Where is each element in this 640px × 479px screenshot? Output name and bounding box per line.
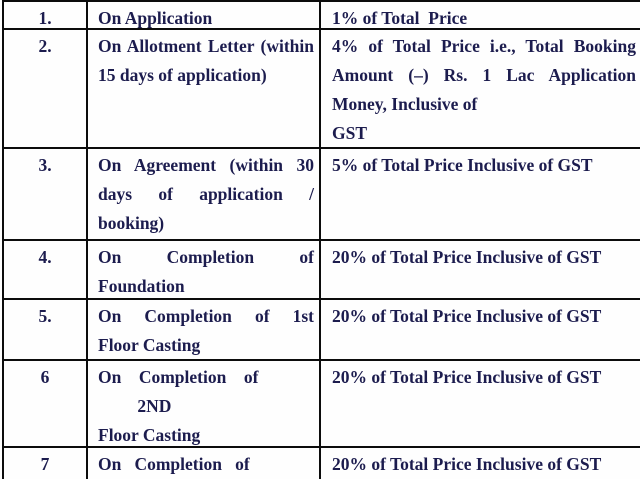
milestone-line: On Completion of xyxy=(98,454,250,474)
milestone-line: On Agreement (within 30 xyxy=(98,155,314,175)
table-row: 5. On Completion of 1st Floor Casting 20% o… xyxy=(4,300,640,361)
payment-line: 20% of Total Price Inclusive of GST xyxy=(332,454,602,474)
milestone-cell: On Completion of 2ND Floor Casting xyxy=(88,361,321,446)
table-row: 1. On Application 1% of Total Price xyxy=(4,2,640,30)
serial-cell: 2. xyxy=(4,30,88,147)
milestone-cell: On Application xyxy=(88,2,321,28)
milestone-cell: On Completion of xyxy=(88,448,321,479)
milestone-line: Floor Casting xyxy=(98,425,201,445)
serial-cell: 6 xyxy=(4,361,88,446)
milestone-line: days of application / xyxy=(98,184,314,204)
milestone-cell: On Allotment Letter (within 15 days of ap… xyxy=(88,30,321,147)
table-row: 4. On Completion of Foundation 20% of Total… xyxy=(4,241,640,300)
milestone-line: 2ND xyxy=(98,396,172,416)
payment-line: 1% of Total Price xyxy=(332,8,468,28)
payment-line: Money, Inclusive of xyxy=(332,94,478,114)
serial-cell: 5. xyxy=(4,300,88,359)
serial-cell: 1. xyxy=(4,2,88,28)
milestone-cell: On Completion of 1st Floor Casting xyxy=(88,300,321,359)
payment-cell: 20% of Total Price Inclusive of GST xyxy=(321,300,640,359)
payment-line: GST xyxy=(332,123,368,143)
serial-number: 1. xyxy=(38,8,52,28)
milestone-line: Foundation xyxy=(98,276,185,296)
milestone-line: 15 days of application) xyxy=(98,65,267,85)
payment-cell: 20% of Total Price Inclusive of GST xyxy=(321,448,640,479)
milestone-line: On Allotment Letter (within xyxy=(98,36,314,56)
milestone-line: On Completion of xyxy=(98,367,259,387)
serial-number: 2. xyxy=(38,36,52,56)
milestone-line: On Completion of xyxy=(98,247,314,267)
payment-cell: 5% of Total Price Inclusive of GST xyxy=(321,149,640,239)
payment-cell: 4% of Total Price i.e., Total Booking Amo… xyxy=(321,30,640,147)
payment-cell: 1% of Total Price xyxy=(321,2,640,28)
serial-cell: 7 xyxy=(4,448,88,479)
table-row: 7 On Completion of 20% of Total Price Incl… xyxy=(4,448,640,479)
serial-number: 7 xyxy=(40,454,50,474)
payment-line: 4% of Total Price i.e., Total Booking xyxy=(332,36,636,56)
payment-line: 5% of Total Price Inclusive of GST xyxy=(332,155,593,175)
milestone-cell: On Agreement (within 30 days of applicati… xyxy=(88,149,321,239)
table-row: 6 On Completion of 2ND Floor Casting 20% of… xyxy=(4,361,640,448)
serial-cell: 3. xyxy=(4,149,88,239)
serial-number: 5. xyxy=(38,306,52,326)
serial-number: 3. xyxy=(38,155,52,175)
milestone-line: Floor Casting xyxy=(98,335,201,355)
serial-number: 6 xyxy=(40,367,50,387)
payment-line: 20% of Total Price Inclusive of GST xyxy=(332,247,602,267)
payment-line: 20% of Total Price Inclusive of GST xyxy=(332,367,602,387)
milestone-line: booking) xyxy=(98,213,165,233)
milestone-line: On Application xyxy=(98,8,213,28)
milestone-line: On Completion of 1st xyxy=(98,306,314,326)
payment-cell: 20% of Total Price Inclusive of GST xyxy=(321,361,640,446)
serial-number: 4. xyxy=(38,247,52,267)
payment-cell: 20% of Total Price Inclusive of GST xyxy=(321,241,640,298)
table-row: 3. On Agreement (within 30 days of applica… xyxy=(4,149,640,241)
payment-line: 20% of Total Price Inclusive of GST xyxy=(332,306,602,326)
payment-line: Amount (–) Rs. 1 Lac Application xyxy=(332,65,636,85)
milestone-cell: On Completion of Foundation xyxy=(88,241,321,298)
serial-cell: 4. xyxy=(4,241,88,298)
table-row: 2. On Allotment Letter (within 15 days of … xyxy=(4,30,640,149)
